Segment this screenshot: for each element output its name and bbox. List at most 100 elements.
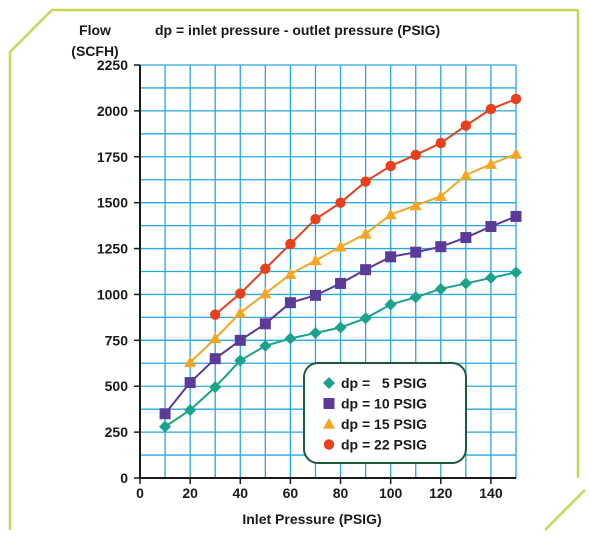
data-point bbox=[234, 354, 247, 367]
data-point bbox=[334, 321, 347, 334]
data-point bbox=[510, 266, 522, 279]
x-tick-label: 60 bbox=[283, 485, 299, 501]
data-point bbox=[285, 238, 296, 250]
data-point bbox=[385, 160, 396, 172]
legend-label: dp = 10 PSIG bbox=[341, 396, 427, 412]
data-point bbox=[410, 149, 421, 161]
data-point bbox=[485, 103, 497, 115]
legend-marker bbox=[323, 377, 335, 389]
y-tick-label: 1000 bbox=[97, 286, 128, 302]
legend-marker bbox=[323, 439, 335, 450]
tick-labels: 0 250 500 750 1000 1250 1500 1750 2000 2250 0 20 40 6… bbox=[97, 57, 503, 501]
data-point bbox=[510, 148, 522, 159]
data-point bbox=[309, 254, 322, 266]
data-point bbox=[310, 213, 321, 225]
ylabel-line1: Flow bbox=[79, 22, 111, 38]
x-tick-label: 20 bbox=[182, 485, 198, 501]
legend-marker bbox=[323, 418, 335, 429]
x-tick-label: 140 bbox=[479, 485, 503, 501]
data-point bbox=[159, 408, 171, 420]
data-point bbox=[234, 306, 247, 318]
y-tick-label: 250 bbox=[105, 424, 129, 440]
data-point bbox=[434, 190, 447, 202]
data-point bbox=[435, 137, 446, 149]
data-point bbox=[335, 277, 347, 289]
data-point bbox=[360, 176, 371, 187]
data-point bbox=[484, 158, 497, 169]
x-tick-label: 100 bbox=[379, 485, 403, 501]
data-point bbox=[384, 298, 397, 311]
x-tick-label: 0 bbox=[136, 485, 144, 501]
y-tick-label: 1500 bbox=[97, 195, 128, 211]
series-2 bbox=[159, 210, 522, 420]
legend: dp = 5 PSIG dp = 10 PSIG dp = 15 PSIG dp = … bbox=[303, 362, 467, 464]
data-point bbox=[259, 318, 271, 330]
data-point bbox=[259, 339, 272, 352]
chart-title: dp = inlet pressure - outlet pressure (P… bbox=[155, 22, 440, 38]
data-point bbox=[410, 246, 422, 258]
data-point bbox=[409, 291, 422, 304]
data-point bbox=[184, 377, 196, 389]
data-point bbox=[359, 227, 372, 239]
y-tick-label: 2000 bbox=[97, 103, 128, 119]
y-tick-label: 0 bbox=[120, 470, 128, 486]
data-point bbox=[434, 282, 447, 295]
x-axis-label: Inlet Pressure (PSIG) bbox=[242, 511, 381, 527]
data-point bbox=[284, 268, 297, 280]
data-point bbox=[209, 353, 221, 365]
frame-top-left bbox=[9, 8, 578, 53]
x-tick-label: 120 bbox=[429, 485, 453, 501]
y-tick-label: 2250 bbox=[97, 57, 128, 73]
legend-label: dp = 22 PSIG bbox=[341, 437, 427, 453]
y-tick-label: 1750 bbox=[97, 149, 128, 165]
data-point bbox=[309, 289, 321, 301]
data-point bbox=[510, 210, 522, 222]
data-point bbox=[284, 332, 297, 345]
data-point bbox=[260, 263, 271, 274]
data-point bbox=[235, 288, 246, 299]
data-point bbox=[334, 240, 347, 252]
data-point bbox=[484, 271, 497, 284]
data-point bbox=[209, 332, 222, 344]
data-point bbox=[234, 334, 246, 346]
data-point bbox=[159, 420, 172, 433]
legend-label: dp = 15 PSIG bbox=[341, 416, 427, 432]
data-point bbox=[385, 251, 397, 263]
data-point bbox=[460, 120, 472, 131]
data-point bbox=[510, 93, 522, 105]
y-tick-label: 750 bbox=[105, 332, 129, 348]
data-point bbox=[359, 312, 372, 325]
axes bbox=[134, 64, 516, 484]
data-point bbox=[209, 381, 222, 394]
legend-marker bbox=[323, 398, 335, 409]
series-3 bbox=[184, 148, 522, 368]
data-point bbox=[184, 404, 197, 417]
data-point bbox=[435, 241, 447, 253]
legend-box bbox=[303, 362, 467, 464]
data-point bbox=[459, 169, 472, 180]
ylabel-line2: (SCFH) bbox=[71, 43, 118, 59]
x-tick-label: 40 bbox=[232, 485, 248, 501]
data-point bbox=[309, 326, 322, 339]
data-point bbox=[210, 309, 221, 320]
series-line bbox=[189, 153, 517, 364]
data-point bbox=[485, 221, 497, 233]
data-point bbox=[259, 287, 272, 299]
data-point bbox=[360, 264, 372, 276]
data-point bbox=[184, 356, 197, 368]
x-tick-label: 80 bbox=[333, 485, 349, 501]
y-tick-label: 1250 bbox=[97, 241, 128, 257]
data-point bbox=[335, 197, 346, 208]
legend-label: dp = 5 PSIG bbox=[341, 375, 427, 391]
series-1 bbox=[159, 266, 522, 433]
decorative-frame bbox=[8, 8, 586, 531]
y-tick-label: 500 bbox=[105, 378, 129, 394]
data-point bbox=[459, 277, 472, 290]
series-group bbox=[159, 93, 522, 433]
series-4 bbox=[210, 93, 522, 320]
frame-bottom-right bbox=[544, 489, 586, 531]
data-point bbox=[409, 199, 422, 211]
data-point bbox=[284, 297, 296, 309]
